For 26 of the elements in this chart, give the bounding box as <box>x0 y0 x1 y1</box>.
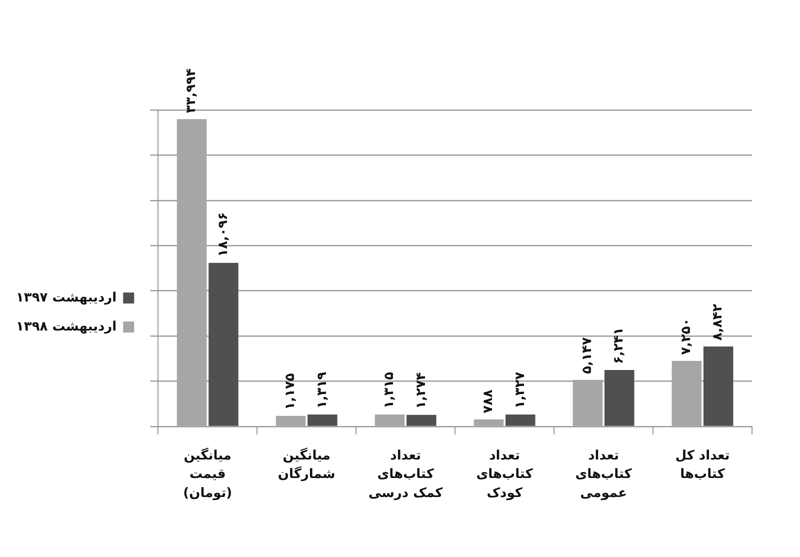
data-label: ۵,۱۴۷ <box>580 337 596 374</box>
x-tick-label: تعداد کتاب‌های کودک <box>476 448 534 501</box>
data-label: ۷۸۸ <box>481 389 496 414</box>
data-label: ۱۸,۰۹۶ <box>216 212 231 257</box>
x-tick-label: تعداد کتاب‌های کمک درسی <box>368 448 444 501</box>
legend-label: اردیبهشت ۱۳۹۷ <box>16 290 117 306</box>
bar <box>703 346 734 426</box>
x-tick-label: میانگین قیمت (تومان) <box>183 447 232 501</box>
data-label: ۱,۱۷۵ <box>283 373 298 410</box>
data-label: ۱,۳۱۹ <box>314 372 330 409</box>
data-label: ۱,۳۱۵ <box>382 372 398 409</box>
bar <box>208 262 238 426</box>
x-tick-label: میانگین شمارگان <box>278 447 336 482</box>
data-label: ۶,۲۴۱ <box>612 327 627 364</box>
x-tick-label: تعداد کتاب‌های عمومی <box>575 448 632 501</box>
data-label: ۱,۲۷۴ <box>414 372 429 409</box>
x-tick-label: تعداد کل کتاب‌ها <box>675 448 730 482</box>
legend-label: اردیبهشت ۱۳۹۸ <box>16 319 117 334</box>
bar <box>406 414 436 426</box>
bar <box>308 414 338 426</box>
data-label: ۸,۸۴۲ <box>710 304 726 341</box>
bar <box>506 414 536 426</box>
data-label: ۱,۳۲۷ <box>512 372 528 408</box>
data-label: ۷,۲۵۰ <box>679 318 694 355</box>
data-label: ۳۳,۹۹۴ <box>184 68 200 114</box>
bar <box>604 370 634 426</box>
